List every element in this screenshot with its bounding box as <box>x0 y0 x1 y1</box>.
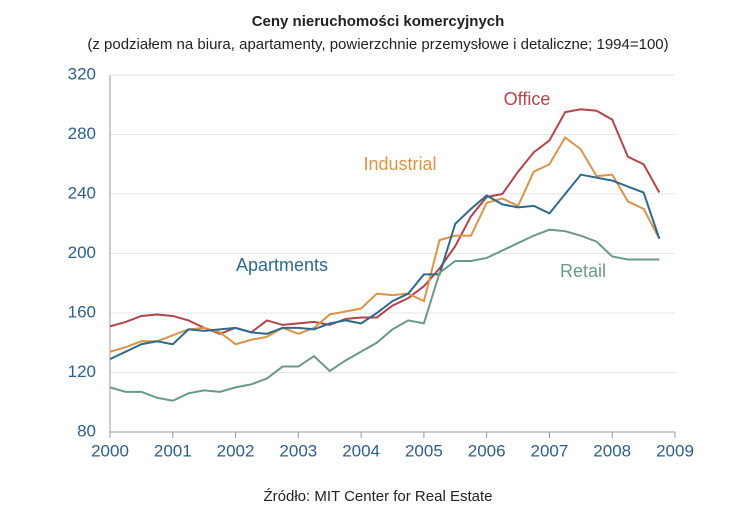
y-tick-label: 80 <box>77 421 96 440</box>
x-tick-label: 2000 <box>91 441 129 460</box>
chart-title: Ceny nieruchomości komercyjnych <box>252 13 505 30</box>
series-label: Retail <box>560 261 606 281</box>
x-tick-label: 2003 <box>279 441 317 460</box>
x-tick-label: 2004 <box>342 441 380 460</box>
series-line <box>109 228 660 402</box>
y-tick-label: 280 <box>68 124 96 143</box>
x-tick-label: 2001 <box>154 441 192 460</box>
series-label: Industrial <box>363 154 436 174</box>
y-tick-label: 160 <box>68 302 96 321</box>
y-tick-label: 320 <box>68 64 96 83</box>
x-tick-label: 2006 <box>468 441 506 460</box>
series-line <box>109 173 661 361</box>
y-tick-label: 240 <box>68 183 96 202</box>
x-tick-label: 2007 <box>531 441 569 460</box>
chart-subtitle: (z podziałem na biura, apartamenty, powi… <box>87 36 668 53</box>
y-tick-label: 120 <box>68 362 96 381</box>
y-tick-label: 200 <box>68 243 96 262</box>
series-label: Office <box>504 89 551 109</box>
source: Źródło: MIT Center for Real Estate <box>264 488 493 505</box>
series-label: Apartments <box>236 255 328 275</box>
x-tick-label: 2005 <box>405 441 443 460</box>
series-line <box>109 135 661 353</box>
x-tick-label: 2008 <box>593 441 631 460</box>
x-tick-label: 2002 <box>217 441 255 460</box>
series-line <box>109 108 661 335</box>
x-tick-label: 2009 <box>656 441 694 460</box>
